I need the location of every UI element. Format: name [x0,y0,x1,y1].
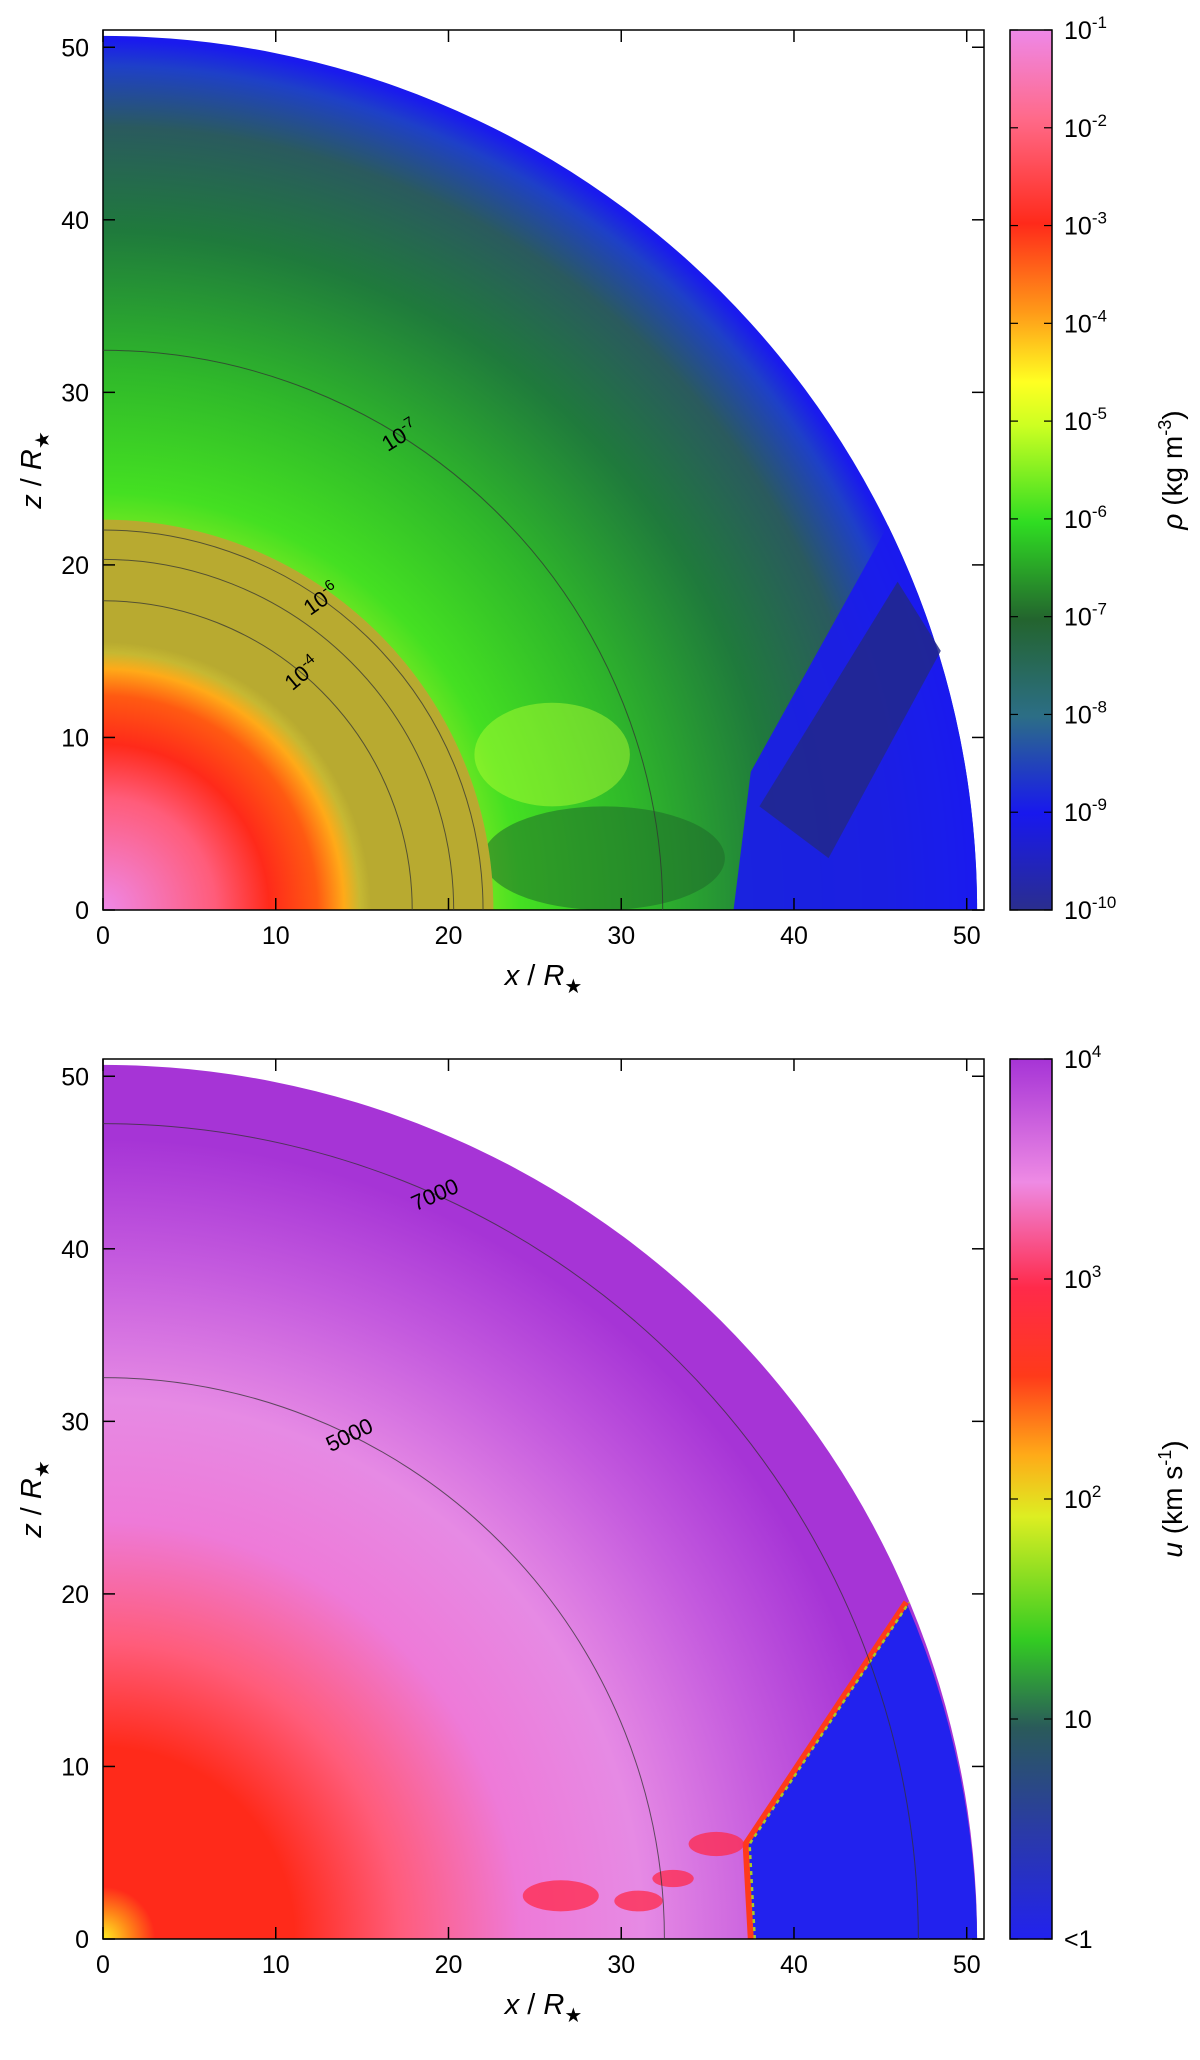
fast-clump [522,1880,599,1912]
x-tick-label: 40 [780,1951,808,1979]
contour-line [102,529,484,911]
colorbar-tick-label: 10-2 [1064,111,1107,143]
plot-frame [102,1058,985,1940]
fast-clump [688,1831,744,1857]
y-tick-label: 0 [75,1926,89,1954]
colorbar-tick-label: 104 [1064,1042,1101,1074]
colorbar-title: u (km s-1) [1155,1440,1188,1557]
clump-region [474,702,630,807]
x-tick-label: 50 [953,1951,981,1979]
velocity-field [103,1064,978,1939]
y-tick-label: 50 [61,1063,89,1091]
velocity-map [103,1064,978,1940]
contour-line [102,600,413,911]
colorbar-tick-label: 102 [1064,1482,1101,1514]
plot-frame [102,29,985,911]
colorbar-tick-label: 10-5 [1064,404,1107,436]
x-axis-label: x / R★ [503,960,583,998]
axis-ticks: 00 10 10 20 20 30 30 40 40 50 50 [61,1059,984,1979]
axis-ticks: 00 10 10 20 20 30 30 40 40 50 50 [61,30,984,950]
colorbar-tick-label: 10-1 [1064,13,1107,45]
low-density-wedge [759,581,941,859]
density-colorbar: 10-1 10-2 10-3 10-4 10-5 10-6 10-7 10-8 10-9 10-1… [1009,13,1188,925]
colorbar-tick-label: 10-8 [1064,697,1107,729]
colorbar-tick-label: 10-3 [1064,209,1107,241]
contour-line [102,558,455,911]
density-map [103,35,978,911]
x-tick-label: 20 [435,1951,463,1979]
x-tick-label: 50 [953,922,981,950]
y-axis-label: z / R★ [16,431,54,510]
y-axis-label: z / R★ [16,1460,54,1539]
contour-line [102,1377,665,1940]
x-tick-label: 30 [607,922,635,950]
y-tick-label: 30 [61,1408,89,1436]
fast-clump [614,1890,663,1912]
contour-line [102,349,664,911]
colorbar-tick-label: 10-4 [1064,306,1107,338]
y-tick-label: 10 [61,1753,89,1781]
shock-front [742,1600,909,1940]
colorbar-tick-label: 10-6 [1064,502,1107,534]
x-tick-label: 40 [780,922,808,950]
x-tick-label: 0 [96,1951,110,1979]
colorbar-tick-label: 10-7 [1064,600,1107,632]
y-tick-label: 40 [61,1236,89,1264]
colorbar-tick-label: <1 [1064,1926,1093,1954]
density-panel: 10-4 10-6 10-7 00 10 10 20 20 30 30 40 40 50 50 x / … [16,13,1188,998]
x-axis-label: x / R★ [503,1989,583,2027]
x-tick-label: 30 [607,1951,635,1979]
slow-region [745,1602,978,1939]
clump-region [483,806,725,910]
x-tick-label: 10 [262,922,290,950]
y-tick-label: 50 [61,34,89,62]
x-tick-label: 20 [435,922,463,950]
y-tick-label: 30 [61,379,89,407]
y-tick-label: 0 [75,897,89,925]
colorbar-tick-label: 103 [1064,1262,1101,1294]
colorbar-tick-label: 10-9 [1064,795,1107,827]
shock-front-edge [748,1601,911,1940]
y-tick-label: 10 [61,724,89,752]
y-tick-label: 40 [61,207,89,235]
velocity-colorbar: 104 103 102 10 <1 u (km s-1) [1009,1042,1188,1954]
y-tick-label: 20 [61,1581,89,1609]
colorbar-title: ρ (kg m-3) [1155,410,1188,530]
colorbar-gradient [1009,29,1053,911]
fast-clump [652,1869,694,1888]
x-tick-label: 0 [96,922,110,950]
x-tick-label: 10 [262,1951,290,1979]
colorbar-tick-label: 10-10 [1064,893,1116,925]
contour-line [102,1123,919,1940]
dense-core [103,519,494,910]
y-tick-label: 20 [61,552,89,580]
colorbar-tick-label: 10 [1064,1706,1092,1734]
